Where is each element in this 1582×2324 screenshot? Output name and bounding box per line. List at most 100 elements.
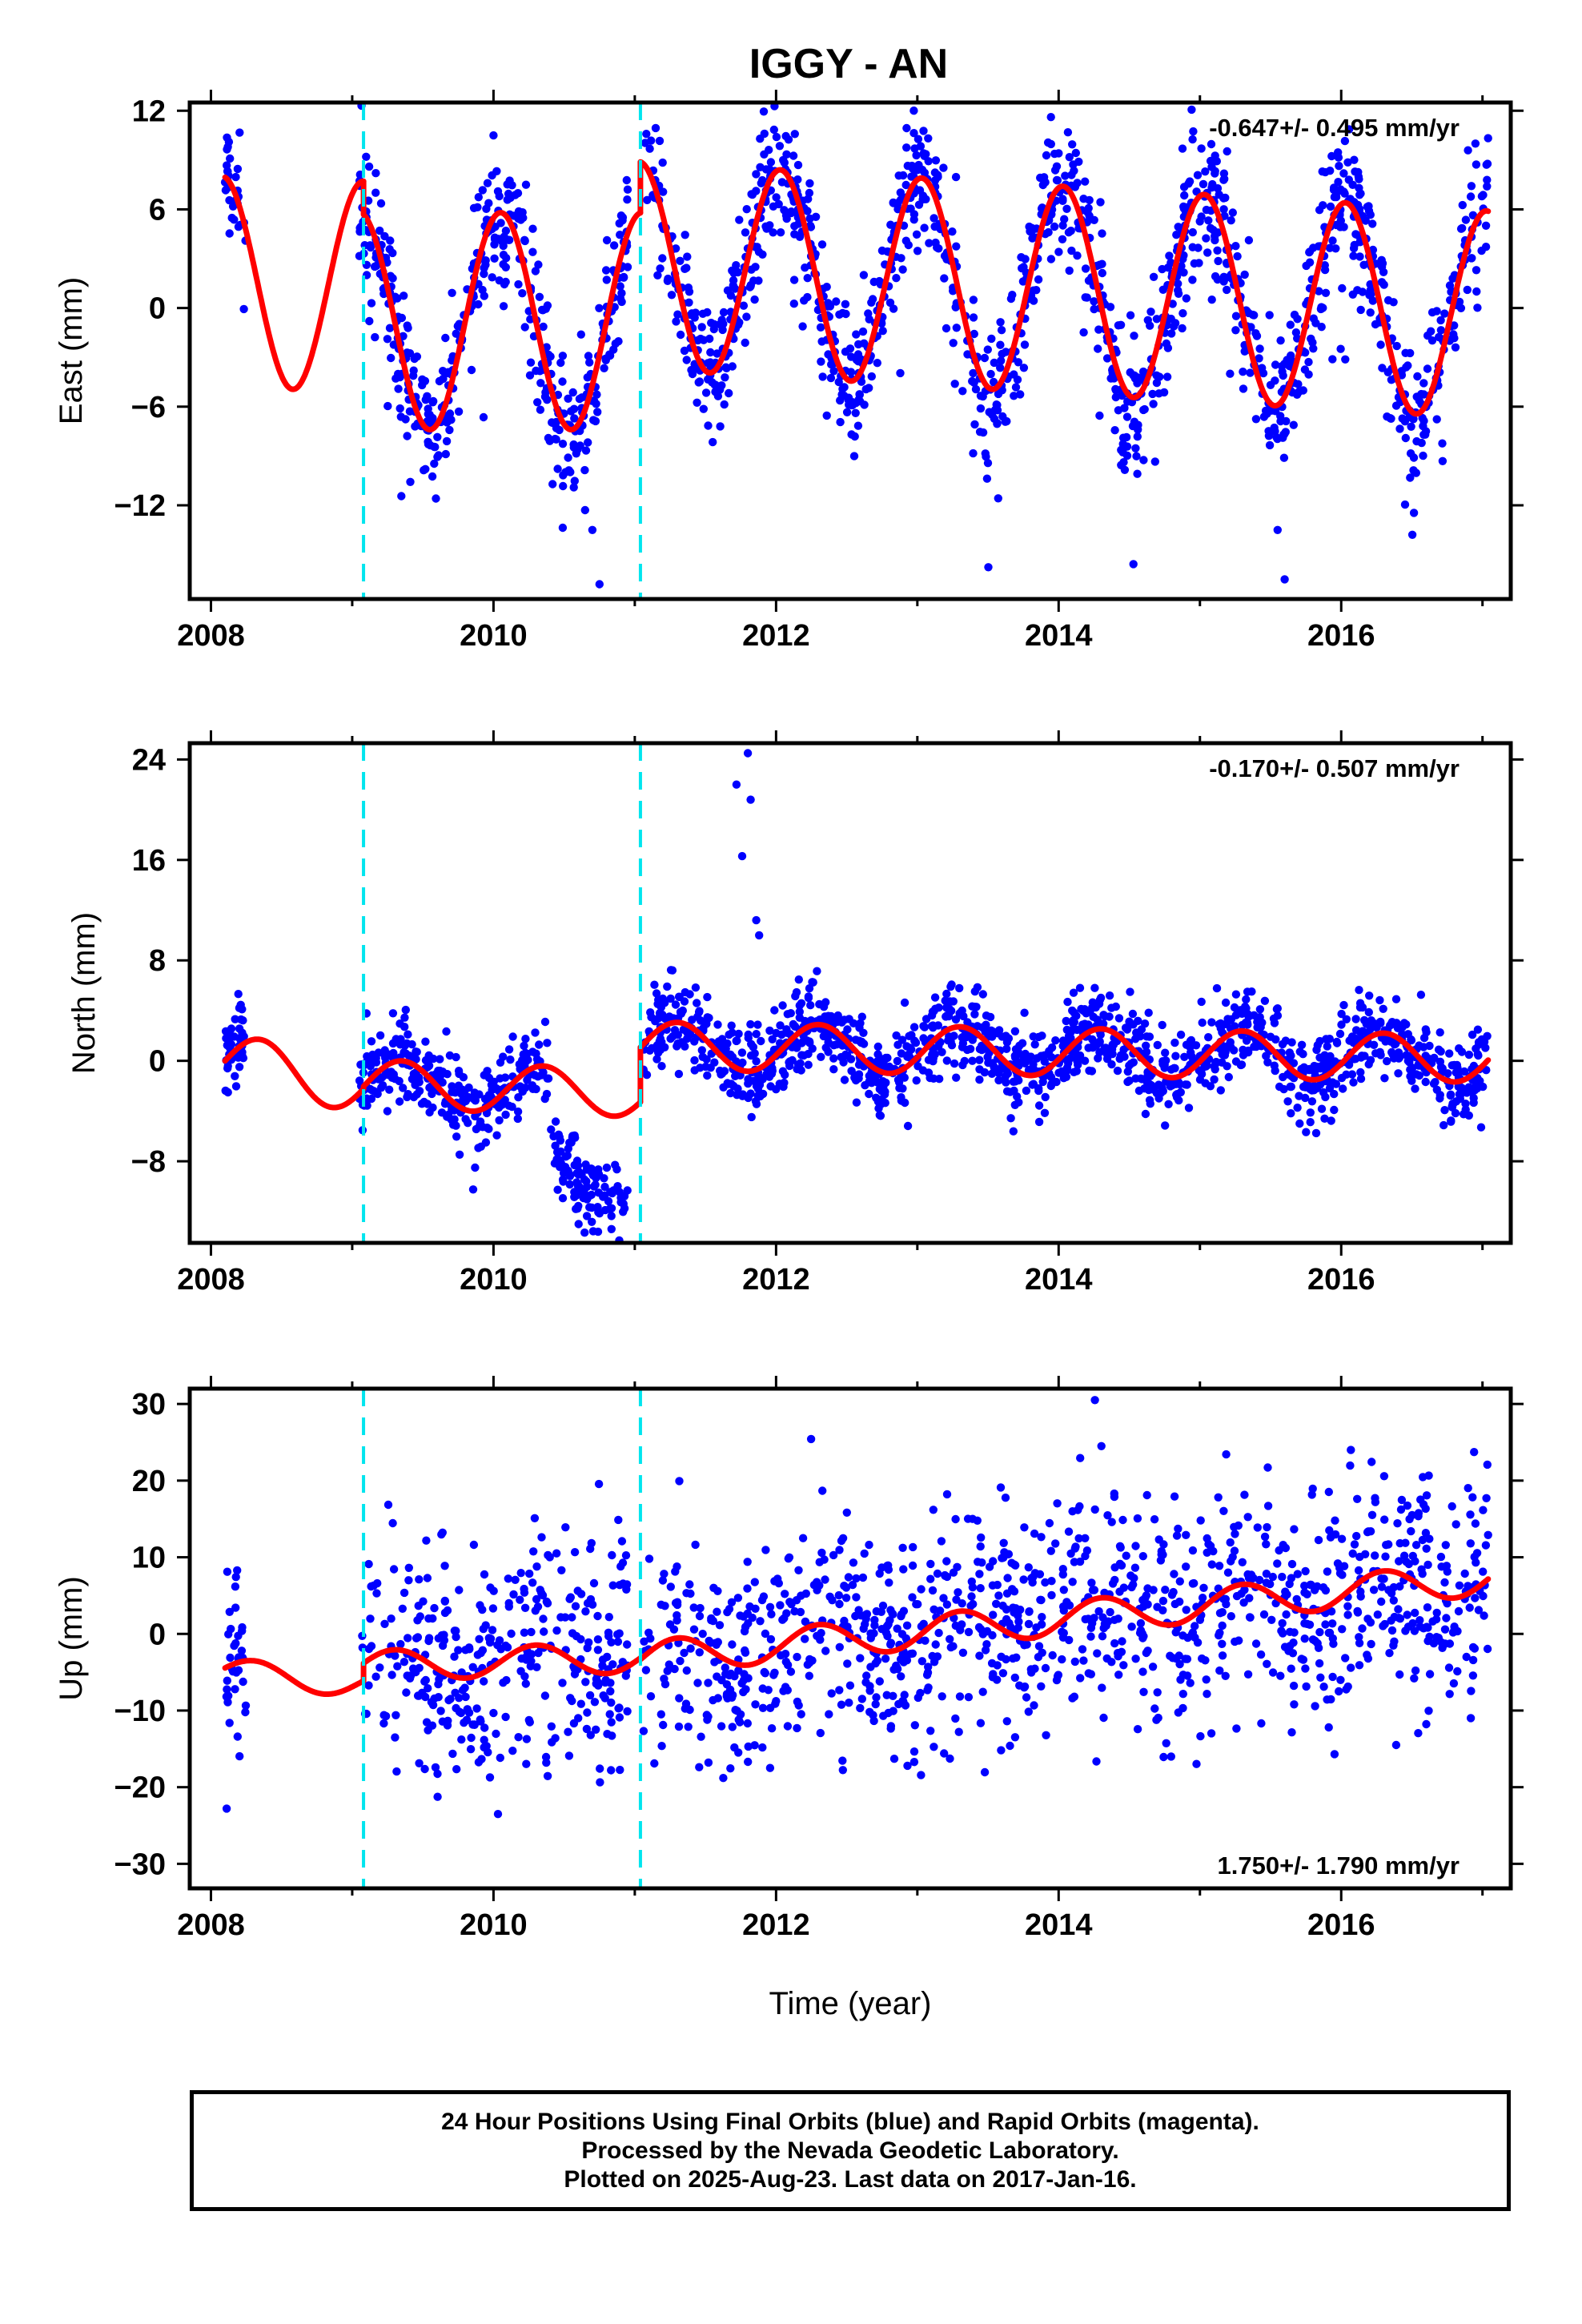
data-point [793, 160, 803, 170]
data-point [884, 1620, 893, 1629]
data-point [741, 228, 750, 237]
data-point [806, 1001, 815, 1010]
data-point [997, 326, 1006, 335]
data-point [453, 322, 462, 331]
data-point [1169, 1587, 1178, 1597]
data-point [1255, 344, 1264, 353]
data-point [1443, 1069, 1452, 1078]
data-point [223, 1676, 231, 1685]
data-point [897, 1035, 907, 1044]
data-point [1139, 405, 1148, 415]
data-point [572, 449, 580, 458]
data-point [898, 265, 907, 274]
data-point [652, 989, 661, 998]
data-point [765, 1026, 774, 1035]
data-point [851, 408, 860, 417]
data-point [396, 1639, 405, 1649]
data-point [400, 1047, 408, 1057]
y-tick-label: −12 [114, 489, 166, 523]
data-point [576, 1634, 585, 1644]
data-point [865, 1540, 873, 1550]
data-point [822, 411, 831, 420]
data-point [909, 107, 918, 115]
data-point [713, 1607, 721, 1616]
data-point [1479, 1567, 1488, 1576]
data-point [489, 1077, 498, 1087]
data-point [693, 999, 701, 1007]
data-point [1178, 1690, 1188, 1699]
data-point [1143, 1584, 1152, 1593]
data-point [893, 1076, 903, 1084]
data-point [910, 144, 919, 153]
data-point [816, 1728, 825, 1738]
data-point [226, 154, 235, 163]
data-point [367, 1086, 377, 1095]
data-point [893, 1624, 901, 1633]
data-point [608, 1731, 616, 1740]
data-point [1366, 1055, 1375, 1065]
data-point [1299, 1082, 1308, 1092]
data-point [786, 1667, 796, 1676]
data-point [1349, 1078, 1358, 1087]
data-point [445, 425, 454, 435]
data-point [1160, 1060, 1169, 1070]
data-point [801, 263, 809, 272]
data-point [899, 1606, 909, 1615]
data-point [1458, 200, 1468, 210]
data-point [769, 125, 778, 135]
data-point [1246, 368, 1255, 377]
data-point [946, 1642, 956, 1652]
data-point [833, 1011, 842, 1020]
data-point [1203, 248, 1212, 257]
data-point [769, 228, 777, 237]
data-point [223, 161, 231, 170]
data-point [679, 1025, 688, 1034]
data-point [366, 1614, 375, 1623]
data-point [558, 352, 568, 360]
data-point [930, 214, 938, 223]
data-point [1473, 304, 1482, 312]
data-point [532, 1663, 541, 1671]
data-point [732, 1036, 741, 1045]
data-point [1038, 1077, 1047, 1087]
data-point [1075, 983, 1085, 992]
data-point [924, 1663, 933, 1671]
data-point [805, 984, 814, 993]
data-point [436, 1055, 444, 1063]
data-point [762, 224, 771, 233]
data-point [1133, 1514, 1142, 1523]
data-point [231, 1072, 239, 1081]
data-point [1020, 1523, 1029, 1532]
data-point [1407, 530, 1417, 539]
data-point [904, 240, 913, 250]
data-point [684, 1723, 693, 1731]
data-point [1349, 251, 1358, 260]
data-point [1301, 1664, 1310, 1673]
plot-area [221, 749, 1492, 1243]
data-point [1463, 285, 1472, 295]
data-point [1010, 1733, 1020, 1742]
data-point [801, 1634, 809, 1643]
data-point [1179, 268, 1188, 277]
data-point [1219, 169, 1229, 178]
data-point [734, 320, 743, 329]
data-point [607, 1212, 616, 1220]
data-point [1313, 1041, 1323, 1050]
data-point [744, 1757, 753, 1767]
data-point [997, 356, 1006, 365]
data-point [601, 1675, 610, 1685]
data-point [1037, 1533, 1046, 1542]
data-point [614, 1515, 623, 1525]
data-point [728, 1640, 737, 1649]
data-point [452, 1626, 460, 1635]
data-point [1265, 311, 1274, 320]
data-point [369, 1581, 378, 1590]
data-point [478, 186, 487, 195]
data-point [1289, 1681, 1299, 1691]
data-point [412, 1090, 421, 1099]
data-point [744, 1742, 753, 1751]
data-point [997, 1652, 1006, 1661]
data-point [412, 1071, 420, 1080]
data-point [778, 1001, 787, 1010]
